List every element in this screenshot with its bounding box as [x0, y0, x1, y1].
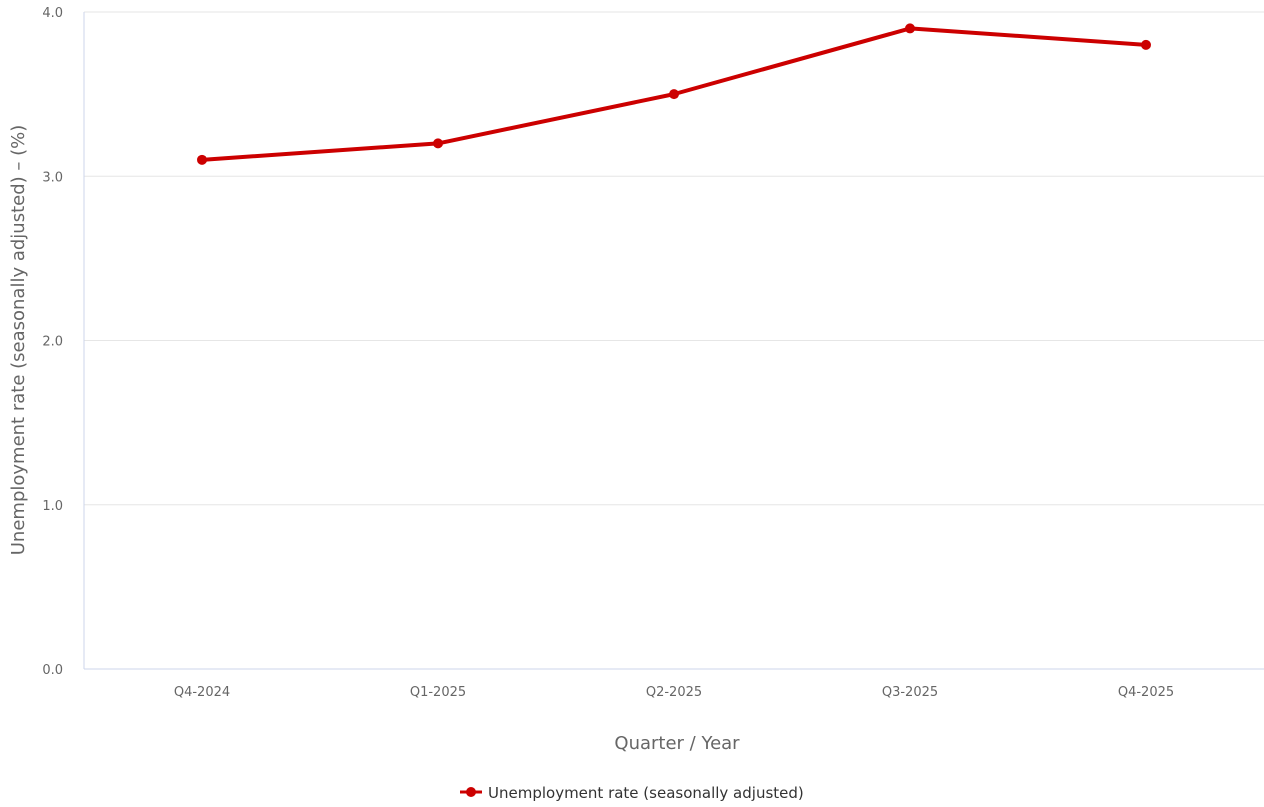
grid-lines: [84, 11, 1264, 506]
x-tick-label: Q2-2025: [646, 685, 702, 700]
y-tick-label: 2.0: [42, 335, 63, 350]
y-axis-tick-labels: 0.0 1.0 2.0 3.0 4.0: [42, 6, 63, 678]
x-tick-label: Q4-2024: [174, 685, 230, 700]
series-group: [197, 23, 1151, 165]
data-point: [433, 138, 443, 149]
legend-marker-swatch: [466, 787, 476, 797]
x-tick-label: Q4-2025: [1118, 685, 1174, 700]
y-tick-label: 0.0: [42, 663, 63, 678]
axes: [83, 12, 1264, 670]
x-tick-label: Q1-2025: [410, 685, 466, 700]
y-axis-title: Unemployment rate (seasonally adjusted) …: [8, 125, 29, 556]
y-tick-label: 3.0: [42, 170, 63, 185]
legend[interactable]: Unemployment rate (seasonally adjusted): [460, 784, 804, 802]
x-axis-tick-labels: Q4-2024 Q1-2025 Q2-2025 Q3-2025 Q4-2025: [174, 685, 1174, 700]
data-point: [197, 154, 207, 165]
legend-label: Unemployment rate (seasonally adjusted): [488, 784, 804, 802]
x-tick-label: Q3-2025: [882, 685, 938, 700]
y-tick-label: 4.0: [42, 6, 63, 21]
data-point: [1141, 39, 1151, 50]
data-point: [669, 89, 679, 100]
x-axis-title: Quarter / Year: [614, 733, 740, 754]
y-tick-label: 1.0: [42, 499, 63, 514]
data-point: [905, 23, 915, 34]
